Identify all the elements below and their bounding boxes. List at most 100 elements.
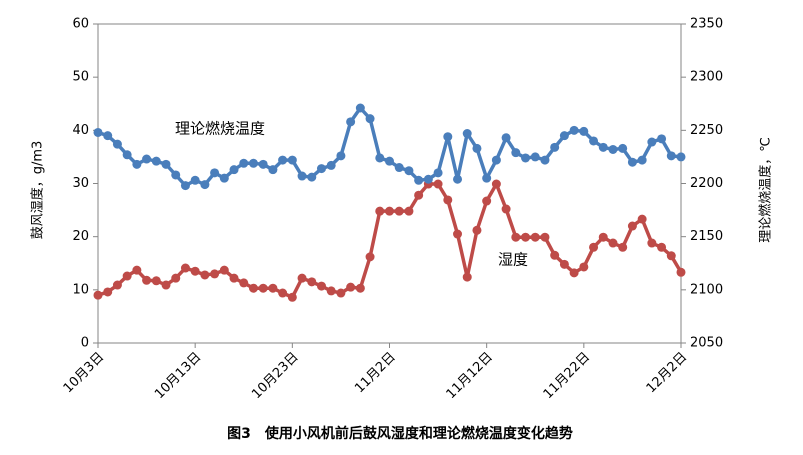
data-point: [482, 196, 492, 206]
data-point: [511, 232, 521, 242]
data-point: [433, 168, 443, 178]
y-tick-label: 50: [72, 70, 89, 85]
data-point: [404, 206, 414, 216]
data-point: [676, 152, 686, 162]
data-point: [103, 131, 113, 141]
data-point: [618, 143, 628, 153]
y-tick-label: 20: [72, 229, 89, 244]
data-point: [501, 133, 511, 143]
data-point: [579, 126, 589, 136]
data-point: [618, 242, 628, 252]
data-point: [579, 262, 589, 272]
data-point: [453, 229, 463, 239]
data-point: [569, 268, 579, 278]
data-point: [647, 137, 657, 147]
data-point: [647, 238, 657, 248]
data-point: [385, 206, 394, 216]
data-point: [132, 265, 142, 275]
y-tick-label: 0: [81, 336, 89, 351]
data-point: [550, 250, 560, 260]
data-point: [258, 283, 268, 293]
data-point: [307, 277, 317, 287]
data-point: [112, 280, 122, 290]
y-axis-label: 鼓风湿度，g/m3: [30, 141, 46, 240]
series-line: [97, 182, 683, 300]
data-point: [200, 270, 210, 280]
data-point: [151, 156, 161, 166]
data-point: [161, 280, 171, 290]
data-point: [336, 288, 346, 298]
data-point: [287, 155, 297, 165]
data-point: [151, 276, 161, 286]
data-point: [219, 173, 229, 183]
data-point: [210, 168, 220, 178]
x-tick-label: 11月2日: [352, 350, 399, 397]
data-point: [365, 114, 375, 124]
data-point: [394, 206, 404, 216]
data-point: [248, 158, 258, 168]
data-point: [336, 151, 346, 161]
data-point: [666, 251, 676, 261]
data-point: [229, 273, 239, 283]
x-tick-label: 10月23日: [249, 350, 301, 402]
data-point: [394, 163, 404, 173]
chart-title: 图3 使用小风机前后鼓风湿度和理论燃烧温度变化趋势: [227, 425, 573, 442]
annotation: 理论燃烧温度: [175, 120, 265, 138]
data-point: [297, 171, 307, 181]
data-point: [268, 165, 278, 175]
data-point: [491, 179, 501, 189]
data-point: [316, 164, 326, 174]
data-point: [190, 175, 200, 185]
data-point: [385, 156, 394, 166]
data-point: [666, 151, 676, 161]
data-point: [122, 150, 132, 160]
x-tick-label: 10月3日: [61, 350, 108, 397]
data-point: [171, 170, 181, 180]
data-point: [423, 174, 433, 184]
y-tick-label: 60: [72, 17, 89, 32]
data-point: [326, 160, 336, 170]
data-point: [511, 148, 521, 158]
data-point: [559, 259, 569, 269]
data-point: [491, 155, 501, 165]
y2-tick-label: 2150: [690, 229, 723, 244]
data-point: [433, 179, 443, 189]
data-point: [239, 158, 249, 168]
data-point: [657, 134, 667, 144]
y2-axis-label: 理论燃烧温度，℃: [758, 137, 774, 243]
x-tick-label: 11月22日: [541, 350, 593, 402]
data-point: [608, 144, 618, 154]
data-point: [346, 282, 356, 292]
y2-tick-label: 2200: [690, 176, 723, 191]
data-point: [414, 190, 424, 200]
data-point: [93, 127, 103, 137]
data-point: [521, 232, 531, 242]
data-point: [627, 221, 637, 231]
data-point: [122, 271, 132, 281]
y2-tick-label: 2300: [690, 70, 723, 85]
y-tick-label: 10: [72, 282, 89, 297]
data-point: [472, 143, 482, 153]
data-point: [200, 180, 210, 190]
data-point: [453, 174, 463, 184]
data-point: [239, 278, 249, 288]
y2-tick-label: 2100: [690, 282, 723, 297]
data-point: [540, 155, 550, 165]
data-point: [355, 103, 365, 113]
data-point: [180, 181, 190, 191]
data-point: [608, 238, 618, 248]
data-point: [501, 204, 511, 214]
data-point: [676, 267, 686, 277]
data-point: [375, 206, 385, 216]
data-point: [375, 153, 385, 163]
data-point: [598, 142, 608, 152]
data-point: [219, 265, 229, 275]
annotation: 湿度: [498, 251, 528, 269]
data-point: [112, 139, 122, 149]
data-point: [443, 132, 453, 142]
data-point: [365, 252, 375, 262]
x-tick-label: 12月2日: [644, 350, 691, 397]
data-point: [589, 136, 599, 146]
data-point: [482, 173, 492, 183]
y2-tick-label: 2350: [690, 17, 723, 32]
